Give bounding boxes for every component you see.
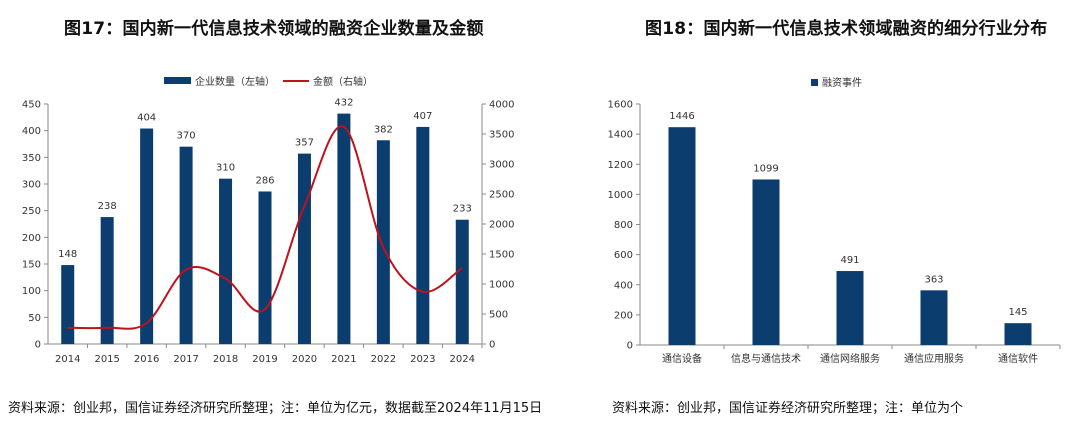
left-tick-label: 50 [28,313,41,324]
x-tick-label: 2014 [55,354,80,365]
x-tick-label: 2020 [292,354,317,365]
bar-value-label: 491 [840,255,859,266]
bar-value-label: 238 [98,201,117,212]
left-tick-label: 250 [22,206,41,217]
right-tick-label: 4000 [489,100,514,111]
bar-count [179,146,193,344]
x-tick-label: 2022 [371,354,396,365]
bar-count [140,128,154,344]
y-tick-label: 200 [614,310,633,321]
x-tick-label: 2018 [213,354,238,365]
bar-value-label: 233 [453,204,472,215]
segment-distribution-chart: 融资事件 0 200 400 600 800 1000 1200 1400 1600 通信设备 144… [608,76,1061,365]
left-tick-label: 150 [22,260,41,271]
left-tick-label: 0 [35,340,41,351]
bar-value-label: 382 [374,124,393,135]
right-tick-label: 1500 [489,250,514,261]
x-tick-label: 通信设备 [662,352,702,365]
figure-17-title: 图17：国内新一代信息技术领域的融资企业数量及金额 [64,19,484,39]
bar-value-label: 1099 [753,163,778,174]
bar-value-label: 370 [177,131,196,142]
x-tick-label: 信息与通信技术 [731,352,801,365]
y-tick-label: 1400 [608,130,633,141]
left-tick-label: 450 [22,100,41,111]
x-tick-label: 通信软件 [998,352,1038,365]
bar-events [752,179,780,345]
y-tick-label: 1000 [608,190,633,201]
left-tick-label: 200 [22,233,41,244]
right-tick-label: 2000 [489,220,514,231]
y-tick-label: 0 [627,341,633,352]
bar-value-label: 286 [255,175,274,186]
legend-label-count: 企业数量（左轴） [195,75,275,88]
legend-swatch-count [164,77,191,84]
x-tick-label: 2024 [450,354,475,365]
right-tick-label: 500 [489,310,508,321]
bar-value-label: 145 [1008,307,1027,318]
bar-count [100,217,114,344]
amount-line [67,125,463,330]
x-tick-label: 2017 [173,354,198,365]
right-tick-label: 3500 [489,130,514,141]
figure-17-source-note: 资料来源：创业邦，国信证券经济研究所整理；注：单位为亿元，数据截至2024年11… [8,401,543,416]
bar-events [1004,323,1032,345]
x-tick-label: 2016 [134,354,159,365]
bar-value-label: 363 [924,274,943,285]
bar-events [836,271,864,345]
x-tick-label: 2015 [94,354,119,365]
funding-count-amount-chart: 企业数量（左轴） 金额（右轴） 0 50 100 150 200 250 300 350 400 45… [22,75,515,365]
y-tick-label: 600 [614,250,633,261]
figure-18-title: 图18：国内新一代信息技术领域融资的细分行业分布 [645,19,1048,39]
bar-count [376,140,390,344]
bar-count [219,178,233,344]
bar-count [61,265,75,344]
x-tick-label: 2021 [331,354,356,365]
bar-events [920,290,948,345]
bar-count [337,113,351,344]
bar-value-label: 310 [216,163,235,174]
y-tick-label: 400 [614,280,633,291]
right-tick-label: 3000 [489,160,514,171]
x-tick-label: 通信网络服务 [820,352,880,365]
left-tick-label: 350 [22,153,41,164]
x-tick-label: 2023 [410,354,435,365]
left-tick-label: 100 [22,286,41,297]
x-tick-label: 通信应用服务 [904,352,964,365]
right-tick-label: 1000 [489,280,514,291]
x-tick-label: 2019 [252,354,277,365]
legend-label-events: 融资事件 [822,76,862,89]
bar-events [668,127,696,345]
y-tick-label: 1600 [608,100,633,111]
left-tick-label: 400 [22,126,41,137]
bar-value-label: 1446 [669,111,694,122]
bar-value-label: 407 [413,111,432,122]
y-tick-label: 800 [614,220,633,231]
bar-count [455,219,469,344]
bar-value-label: 357 [295,138,314,149]
bar-value-label: 432 [334,98,353,109]
right-tick-label: 2500 [489,190,514,201]
bar-value-label: 148 [58,249,77,260]
y-tick-label: 1200 [608,160,633,171]
legend-swatch-events [811,79,818,86]
bar-value-label: 404 [137,113,156,124]
legend-label-amount: 金额（右轴） [313,75,373,88]
bar-count [297,153,311,344]
right-tick-label: 0 [489,340,495,351]
figure-18-source-note: 资料来源：创业邦，国信证券经济研究所整理；注：单位为个 [612,401,964,416]
left-tick-label: 300 [22,180,41,191]
